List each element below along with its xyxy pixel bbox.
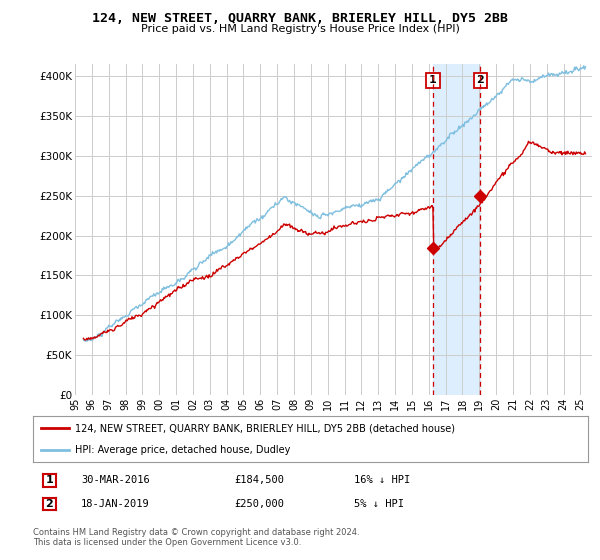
Text: 1: 1 [46,475,53,486]
Text: £184,500: £184,500 [234,475,284,486]
Text: 2: 2 [476,76,484,85]
Text: 1: 1 [429,76,437,85]
Text: 5% ↓ HPI: 5% ↓ HPI [354,499,404,509]
Text: £250,000: £250,000 [234,499,284,509]
Text: Price paid vs. HM Land Registry's House Price Index (HPI): Price paid vs. HM Land Registry's House … [140,24,460,34]
Text: 18-JAN-2019: 18-JAN-2019 [81,499,150,509]
Text: 2: 2 [46,499,53,509]
Text: 30-MAR-2016: 30-MAR-2016 [81,475,150,486]
Bar [433,64,480,395]
Text: 124, NEW STREET, QUARRY BANK, BRIERLEY HILL, DY5 2BB: 124, NEW STREET, QUARRY BANK, BRIERLEY H… [92,12,508,25]
Text: 124, NEW STREET, QUARRY BANK, BRIERLEY HILL, DY5 2BB (detached house): 124, NEW STREET, QUARRY BANK, BRIERLEY H… [74,423,455,433]
Text: HPI: Average price, detached house, Dudley: HPI: Average price, detached house, Dudl… [74,445,290,455]
Text: 16% ↓ HPI: 16% ↓ HPI [354,475,410,486]
Text: Contains HM Land Registry data © Crown copyright and database right 2024.
This d: Contains HM Land Registry data © Crown c… [33,528,359,547]
